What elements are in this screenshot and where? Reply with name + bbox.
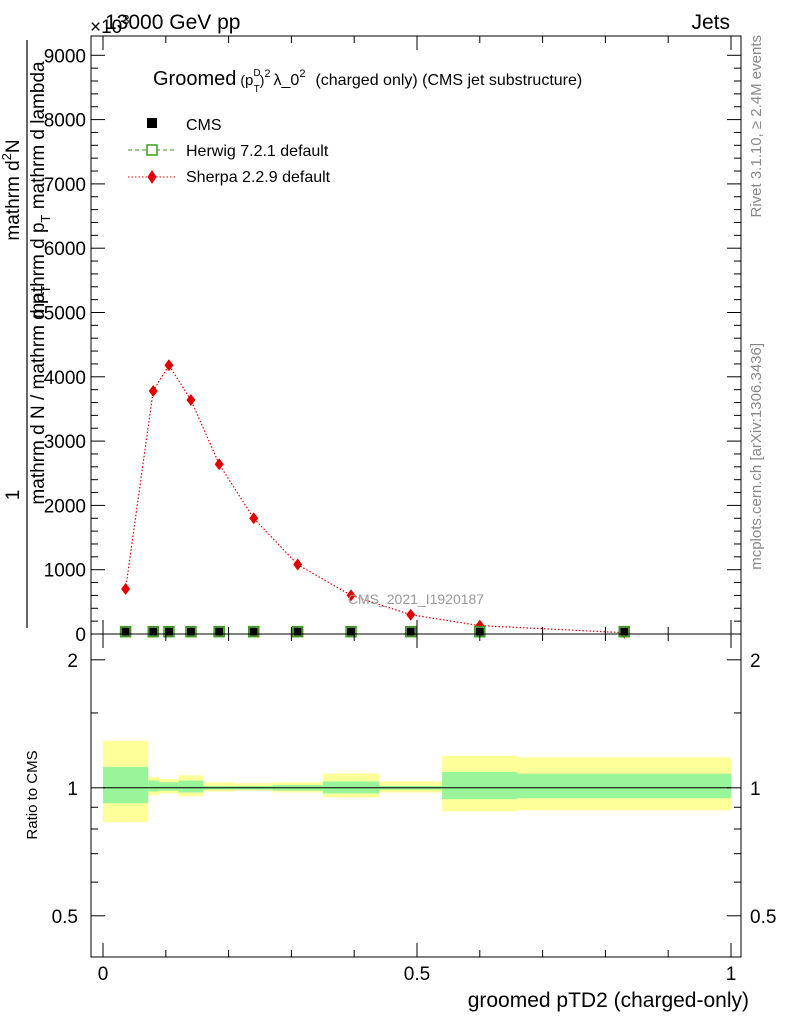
ratio-xtick-label: 1 xyxy=(726,964,737,985)
cms-point xyxy=(293,627,302,636)
cms-point xyxy=(347,627,356,636)
rivet-label: Rivet 3.1.10, ≥ 2.4M events xyxy=(748,35,765,218)
main-ytick-label: 0 xyxy=(75,625,86,646)
legend-herwig-label: Herwig 7.2.1 default xyxy=(186,143,329,160)
sherpa-point xyxy=(164,359,174,372)
sherpa-point xyxy=(293,558,303,571)
sherpa-point xyxy=(346,589,356,602)
cms-point xyxy=(121,627,130,636)
legend-herwig-marker xyxy=(146,144,158,156)
ratio-frame xyxy=(90,633,742,958)
ylabel-main: mathrm d N / mathrm d pT xyxy=(28,285,53,504)
main-ytick-label: 8000 xyxy=(44,111,86,132)
ratio-band-inner xyxy=(103,766,149,804)
legend-sherpa-marker xyxy=(147,170,157,184)
analysis-watermark: CMS_2021_I1920187 xyxy=(348,591,484,607)
xlabel: groomed pTD2 (charged-only) xyxy=(468,989,749,1012)
cms-point xyxy=(215,627,224,636)
sherpa-line xyxy=(125,364,625,634)
cms-point xyxy=(164,627,173,636)
energy-label: 13000 GeV pp xyxy=(105,11,240,34)
ratio-band-inner xyxy=(517,773,731,799)
ratio-band-inner xyxy=(148,780,160,792)
sherpa-point xyxy=(121,582,131,595)
main-panel: 0 1000 2000 3000 4000 5000 6000 7000 8000 9000 xyxy=(44,35,742,646)
ylabel-one: 1 xyxy=(3,490,24,501)
ratio-band-inner xyxy=(178,780,204,793)
mcplots-label: mcplots.cern.ch [arXiv:1306.3436] xyxy=(748,343,765,570)
ratio-xtick-label: 0 xyxy=(98,964,109,985)
sherpa-point xyxy=(214,458,224,471)
main-ytick-label: 3000 xyxy=(44,432,86,453)
sherpa-point xyxy=(186,393,196,406)
category-label: Jets xyxy=(691,11,730,34)
sherpa-point xyxy=(148,384,158,397)
cms-point xyxy=(149,627,158,636)
main-ytick-label: 5000 xyxy=(44,303,86,324)
cms-point xyxy=(620,627,629,636)
main-ytick-label: 2000 xyxy=(44,496,86,517)
legend-sherpa-label: Sherpa 2.2.9 default xyxy=(186,169,331,186)
cms-point xyxy=(475,627,484,636)
multiplier-label: ×103 xyxy=(90,12,129,38)
cms-point xyxy=(249,627,258,636)
ratio-panel: 0.5 0.5 1 1 2 2 0 0.5 1 xyxy=(52,633,776,985)
ratio-band-inner xyxy=(442,771,518,800)
ratio-ytick-label-right: 1 xyxy=(750,779,761,800)
ratio-band-inner xyxy=(159,782,179,791)
main-ytick-label: 9000 xyxy=(44,46,86,67)
ylabel-frac-num: mathrm d2N xyxy=(0,139,24,240)
legend: CMS Herwig 7.2.1 default Sherpa 2.2.9 de… xyxy=(128,117,331,186)
main-ytick-label: 7000 xyxy=(44,175,86,196)
sherpa-point xyxy=(406,608,416,621)
ylabel-frac-den: mathrm d pT mathrm d lambda xyxy=(28,61,53,319)
ratio-ytick-label: 1 xyxy=(67,779,78,800)
main-ylabel: mathrm d N / mathrm d pT 1 mathrm d2N ma… xyxy=(0,40,53,628)
ratio-ytick-label: 0.5 xyxy=(52,907,78,928)
legend-cms-marker xyxy=(147,118,157,128)
sherpa-point xyxy=(249,512,259,525)
ratio-ytick-label-right: 0.5 xyxy=(750,907,776,928)
main-ytick-label: 4000 xyxy=(44,368,86,389)
ratio-ylabel: Ratio to CMS xyxy=(24,750,41,839)
ratio-ytick-label: 2 xyxy=(67,651,78,672)
main-ytick-label: 6000 xyxy=(44,239,86,260)
ratio-ytick-label-right: 2 xyxy=(750,651,761,672)
cms-point xyxy=(406,627,415,636)
ratio-xtick-label: 0.5 xyxy=(404,964,430,985)
main-ytick-label: 1000 xyxy=(44,561,86,582)
main-title: Groomed (pD T)2 λ_02 (charged only) (CMS jet… xyxy=(153,68,582,95)
legend-cms-label: CMS xyxy=(186,117,222,134)
cms-point xyxy=(186,627,195,636)
